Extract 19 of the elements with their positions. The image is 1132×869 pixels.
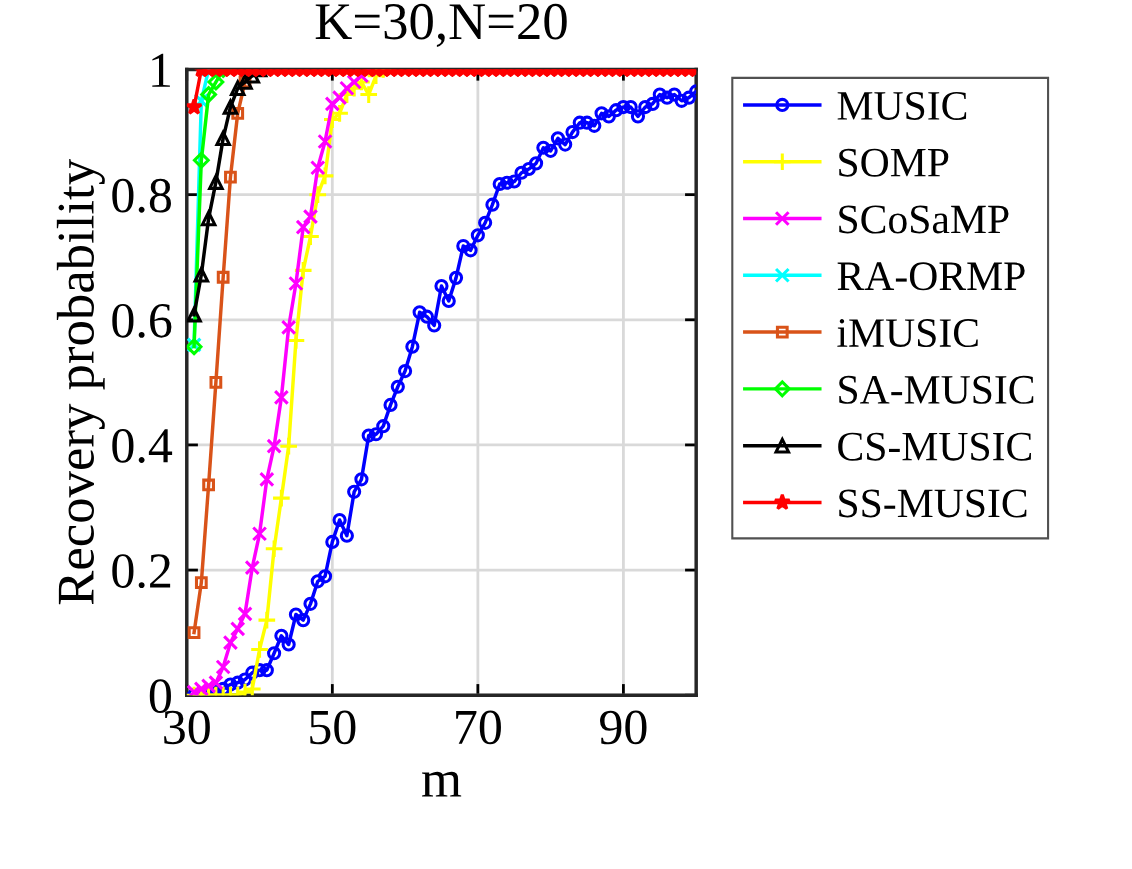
legend-label: iMUSIC xyxy=(837,319,978,348)
legend-label: SOMP xyxy=(839,148,949,177)
x-tick-label: 50 xyxy=(310,710,356,745)
legend-label: SS-MUSIC xyxy=(839,489,1027,518)
legend-label: CS-MUSIC xyxy=(838,432,1031,461)
legend-label: MUSIC xyxy=(837,91,967,120)
y-tick-label: 0.8 xyxy=(112,178,171,213)
chart-title: K=30,N=20 xyxy=(315,3,567,48)
legend-label: RA-ORMP xyxy=(837,262,1025,291)
x-tick-label: 70 xyxy=(456,710,501,745)
y-tick-label: 0.4 xyxy=(112,429,173,463)
y-axis-title: Recovery probability xyxy=(56,159,105,605)
x-tick-label: 90 xyxy=(600,710,647,745)
x-axis-title: m xyxy=(422,771,462,797)
y-tick-label: 1 xyxy=(152,53,170,87)
legend-label: SCoSaMP xyxy=(839,205,1009,234)
y-tick-label: 0.6 xyxy=(112,303,172,338)
legend-label: SA-MUSIC xyxy=(839,375,1034,404)
y-tick-label: 0.2 xyxy=(112,554,171,589)
